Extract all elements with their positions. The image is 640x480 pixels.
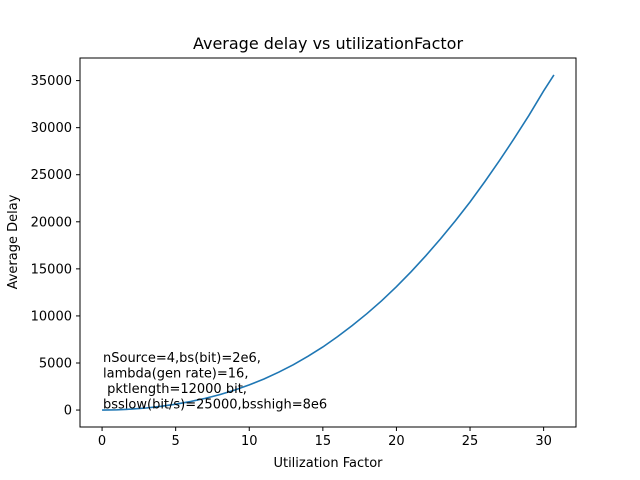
x-tick-label: 30 [535,434,552,449]
y-tick-label: 0 [64,404,72,419]
annotation-line: bsslow(bit/s)=25000,bsshigh=8e6 [103,398,327,413]
x-tick-label: 20 [388,434,405,449]
series-line-average-delay [102,74,555,411]
y-tick-label: 25000 [31,168,72,183]
x-tick-label: 15 [315,434,332,449]
y-axis: 0 5000 10000 15000 20000 25000 30000 35000 [31,74,80,419]
y-tick-label: 10000 [31,309,72,324]
x-axis-label: Utilization Factor [273,456,383,471]
x-tick-label: 10 [241,434,258,449]
annotation-line: nSource=4,bs(bit)=2e6, [103,351,261,366]
x-tick-label: 5 [172,434,180,449]
x-tick-label: 0 [98,434,106,449]
x-axis: 0 5 10 15 20 25 30 [98,427,552,449]
y-axis-label: Average Delay [6,194,21,289]
y-tick-label: 15000 [31,262,72,277]
annotation-line: pktlength=12000 bit, [103,382,247,397]
y-tick-label: 5000 [39,356,72,371]
y-tick-label: 20000 [31,215,72,230]
y-tick-label: 30000 [31,121,72,136]
annotation-line: lambda(gen rate)=16, [103,367,248,382]
chart-title: Average delay vs utilizationFactor [193,34,463,53]
parameter-annotation: nSource=4,bs(bit)=2e6,lambda(gen rate)=1… [103,351,327,413]
y-tick-label: 35000 [31,74,72,89]
x-tick-label: 25 [462,434,479,449]
plot-area-frame [79,57,577,428]
